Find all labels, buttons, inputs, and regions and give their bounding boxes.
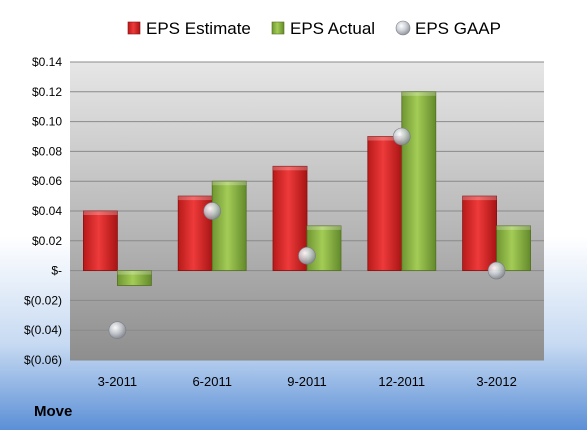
y-tick-label: $- <box>51 264 62 278</box>
bar-eps-estimate <box>83 210 118 271</box>
bar-highlight <box>401 91 436 96</box>
legend-eps-actual: EPS Actual <box>271 19 375 38</box>
y-tick-label: $0.06 <box>32 174 62 188</box>
legend-eps-gaap: EPS GAAP <box>395 19 501 38</box>
legend-label: EPS GAAP <box>415 19 501 38</box>
bar-highlight <box>117 270 152 275</box>
y-tick-label: $0.10 <box>32 115 62 129</box>
bar-highlight <box>212 181 247 186</box>
y-tick-label: $(0.02) <box>24 293 62 307</box>
legend-swatch <box>271 21 285 35</box>
bar-eps-estimate <box>462 195 498 272</box>
bar-eps-actual <box>401 91 437 272</box>
legend-eps-estimate: EPS Estimate <box>127 19 251 38</box>
x-category-label: 3-2012 <box>476 374 516 389</box>
bar-eps-actual <box>496 225 532 271</box>
y-tick-label: $0.14 <box>32 55 62 69</box>
bar-eps-actual <box>211 180 247 271</box>
legend-label: EPS Estimate <box>146 19 251 38</box>
y-tick-label: $(0.06) <box>24 353 62 367</box>
bar-eps-estimate <box>367 136 403 272</box>
y-axis-ticks: $(0.06) $(0.04) $(0.02) $- $0.02 $0.04 $0.06 $0… <box>24 55 62 367</box>
bar-highlight <box>307 225 341 230</box>
bar-highlight <box>83 211 118 215</box>
legend-swatch <box>127 21 141 35</box>
bar-highlight <box>178 196 213 201</box>
bars <box>83 91 532 286</box>
y-tick-label: $0.02 <box>32 234 62 248</box>
y-tick-label: $(0.04) <box>24 323 62 337</box>
company-label: Move <box>34 403 72 420</box>
legend-label: EPS Actual <box>290 19 375 38</box>
bar-highlight <box>462 196 497 201</box>
y-tick-label: $0.12 <box>32 85 62 99</box>
y-tick-label: $0.04 <box>32 204 62 218</box>
x-category-label: 3-2011 <box>98 374 138 389</box>
y-tick-label: $0.08 <box>32 144 62 158</box>
marker-eps-gaap <box>298 246 316 265</box>
legend: EPS Estimate EPS Actual EPS GAAP <box>127 19 501 38</box>
bar-highlight <box>367 136 402 141</box>
bar-highlight <box>273 166 307 171</box>
gaap-markers <box>108 127 506 340</box>
marker-eps-gaap <box>108 321 127 340</box>
marker-eps-gaap <box>203 202 221 220</box>
x-axis-categories: 3-2011 6-2011 9-2011 12-2011 3-2012 <box>98 374 517 389</box>
x-category-label: 6-2011 <box>192 374 232 389</box>
bar-highlight <box>496 225 531 230</box>
marker-eps-gaap <box>487 261 506 280</box>
x-category-label: 9-2011 <box>287 374 327 389</box>
bar-eps-estimate <box>177 195 213 272</box>
bar-eps-actual <box>117 270 152 286</box>
bar-eps-actual <box>306 225 342 271</box>
x-category-label: 12-2011 <box>378 374 425 389</box>
marker-eps-gaap <box>392 127 411 146</box>
legend-swatch <box>395 20 411 36</box>
